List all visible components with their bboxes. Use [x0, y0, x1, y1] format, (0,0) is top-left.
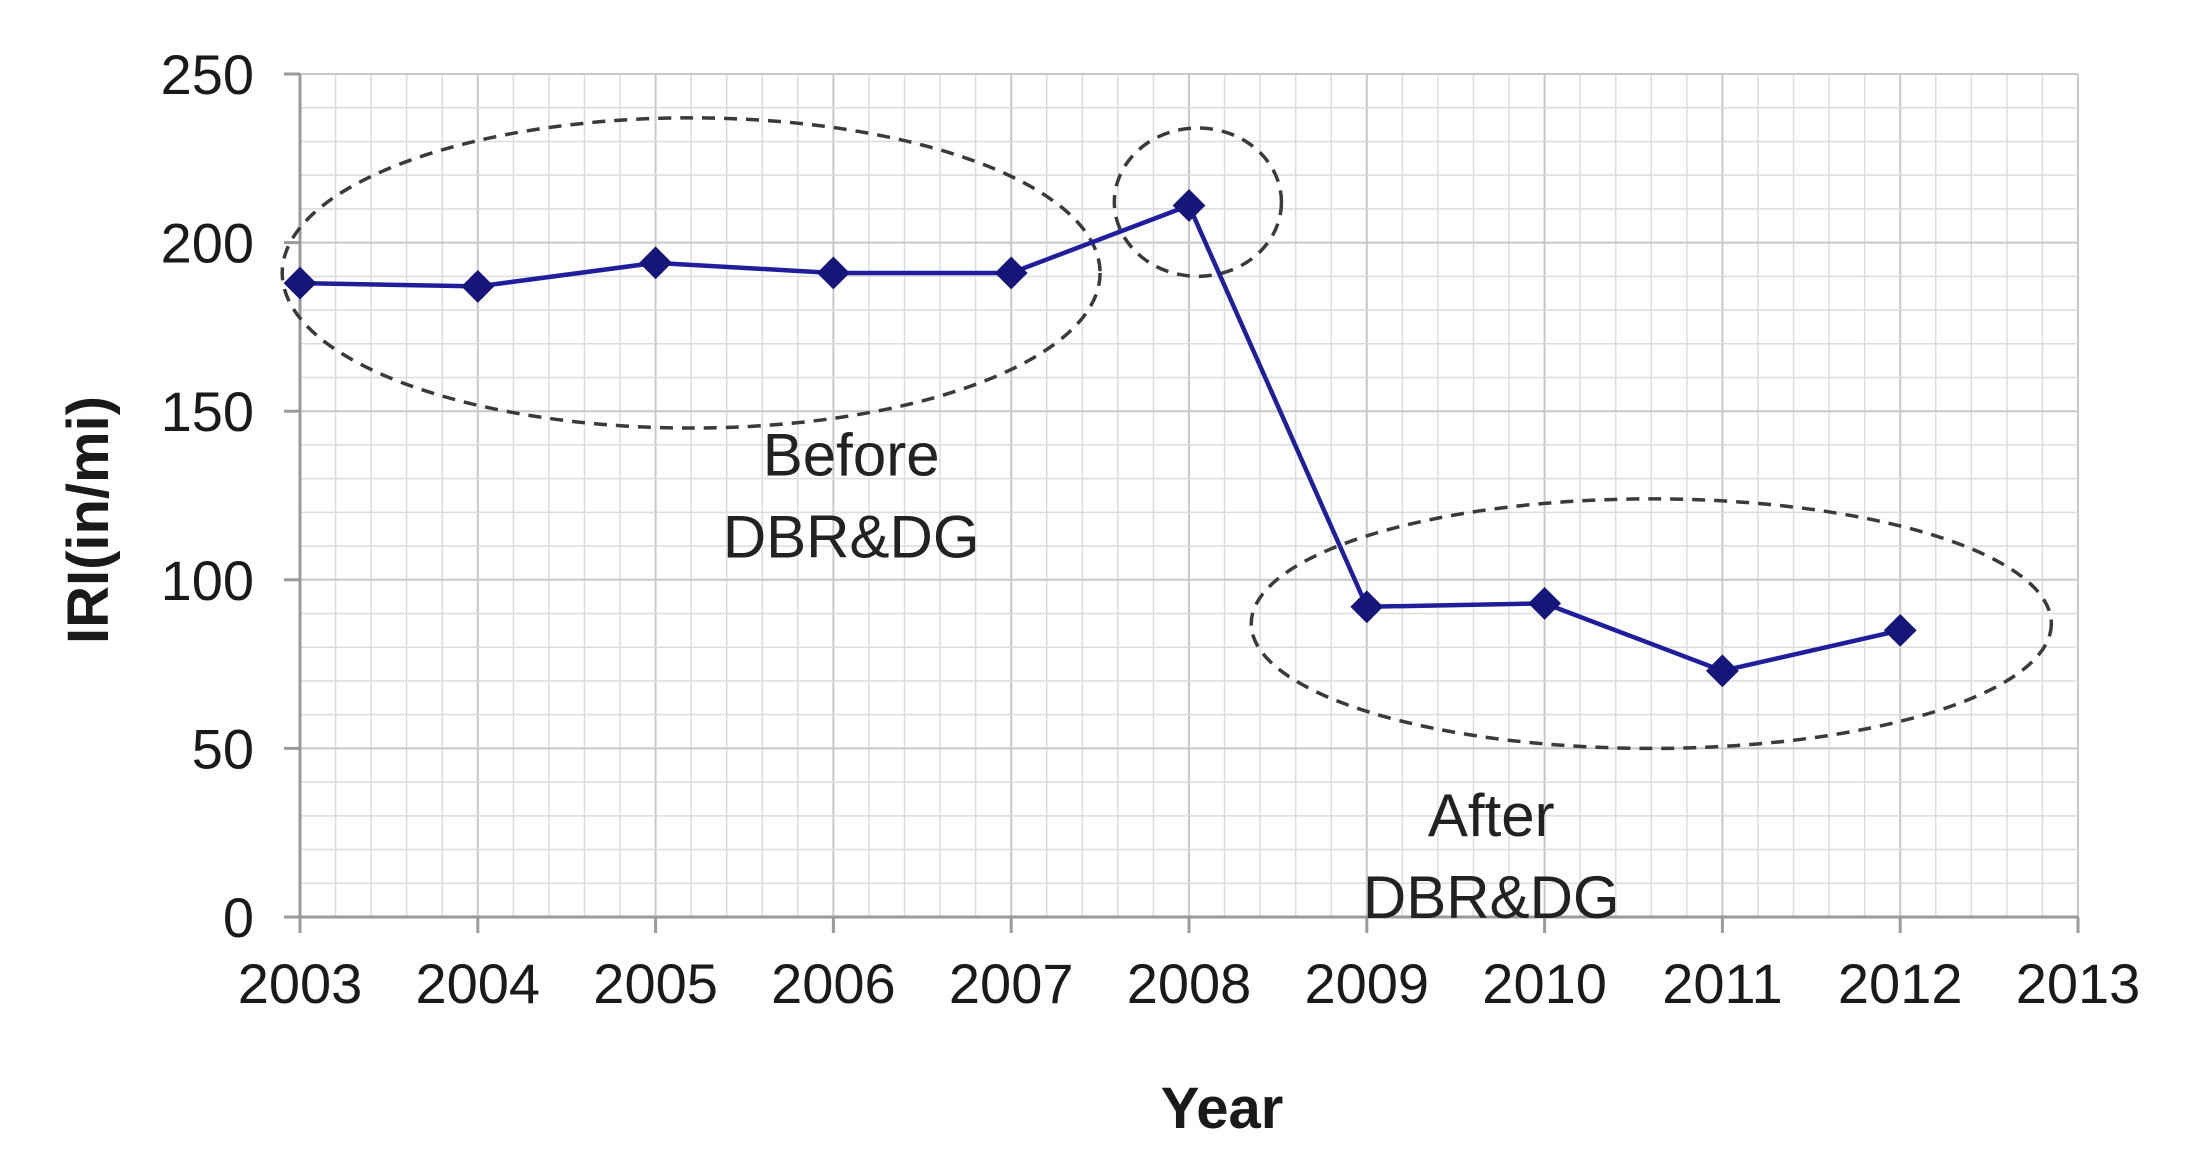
- x-tick-label: 2004: [416, 952, 541, 1015]
- data-point-marker: [461, 270, 495, 303]
- annotation-after: After DBR&DG: [1363, 782, 1620, 931]
- peak-ellipse: [1112, 126, 1284, 279]
- data-point-marker: [283, 266, 317, 300]
- before-ellipse: [280, 116, 1102, 430]
- x-tick-label: 2008: [1127, 952, 1252, 1015]
- annotations: Before DBR&DG After DBR&DG: [723, 421, 1620, 931]
- y-axis-title: IRI(in/mi): [56, 396, 121, 644]
- x-tick-label: 2003: [238, 952, 363, 1015]
- x-tick-label: 2007: [949, 952, 1074, 1015]
- data-point-marker: [816, 256, 850, 290]
- x-tick-label: 2009: [1305, 952, 1430, 1015]
- y-tick-label: 50: [192, 717, 254, 780]
- series-line: [299, 203, 1901, 674]
- grid: [299, 73, 2079, 918]
- x-axis-title: Year: [1161, 1076, 1284, 1141]
- x-tick-label: 2010: [1482, 952, 1607, 1015]
- annotation-line: DBR&DG: [1363, 864, 1620, 931]
- data-point-marker: [1705, 654, 1739, 688]
- series-layer: [283, 189, 1917, 688]
- x-tick-label: 2013: [2016, 952, 2141, 1015]
- data-point-marker: [1350, 590, 1384, 624]
- data-point-marker: [1172, 189, 1206, 222]
- x-tick-label: 2006: [771, 952, 896, 1015]
- highlight-ellipses: [280, 116, 2054, 751]
- annotation-line: DBR&DG: [723, 503, 980, 570]
- y-tick-label: 250: [161, 43, 254, 106]
- annotation-before: Before DBR&DG: [723, 421, 980, 570]
- annotation-line: Before: [763, 421, 940, 488]
- y-tick-label: 150: [161, 380, 254, 443]
- y-tick-label: 100: [161, 549, 254, 612]
- annotation-line: After: [1428, 782, 1555, 849]
- x-tick-label: 2011: [1662, 952, 1782, 1015]
- axes: 0 50 100 150 200 250 2003 2004 2005 2006 2007 2008 2…: [161, 43, 2141, 1015]
- after-ellipse: [1249, 497, 2054, 751]
- data-point-marker: [1528, 586, 1562, 620]
- x-tick-label: 2012: [1838, 952, 1963, 1015]
- data-point-marker: [994, 256, 1028, 290]
- y-tick-label: 0: [223, 886, 254, 949]
- data-point-marker: [1883, 613, 1917, 647]
- x-tick-label: 2005: [593, 952, 718, 1015]
- data-point-marker: [639, 246, 673, 280]
- y-tick-label: 200: [161, 212, 254, 275]
